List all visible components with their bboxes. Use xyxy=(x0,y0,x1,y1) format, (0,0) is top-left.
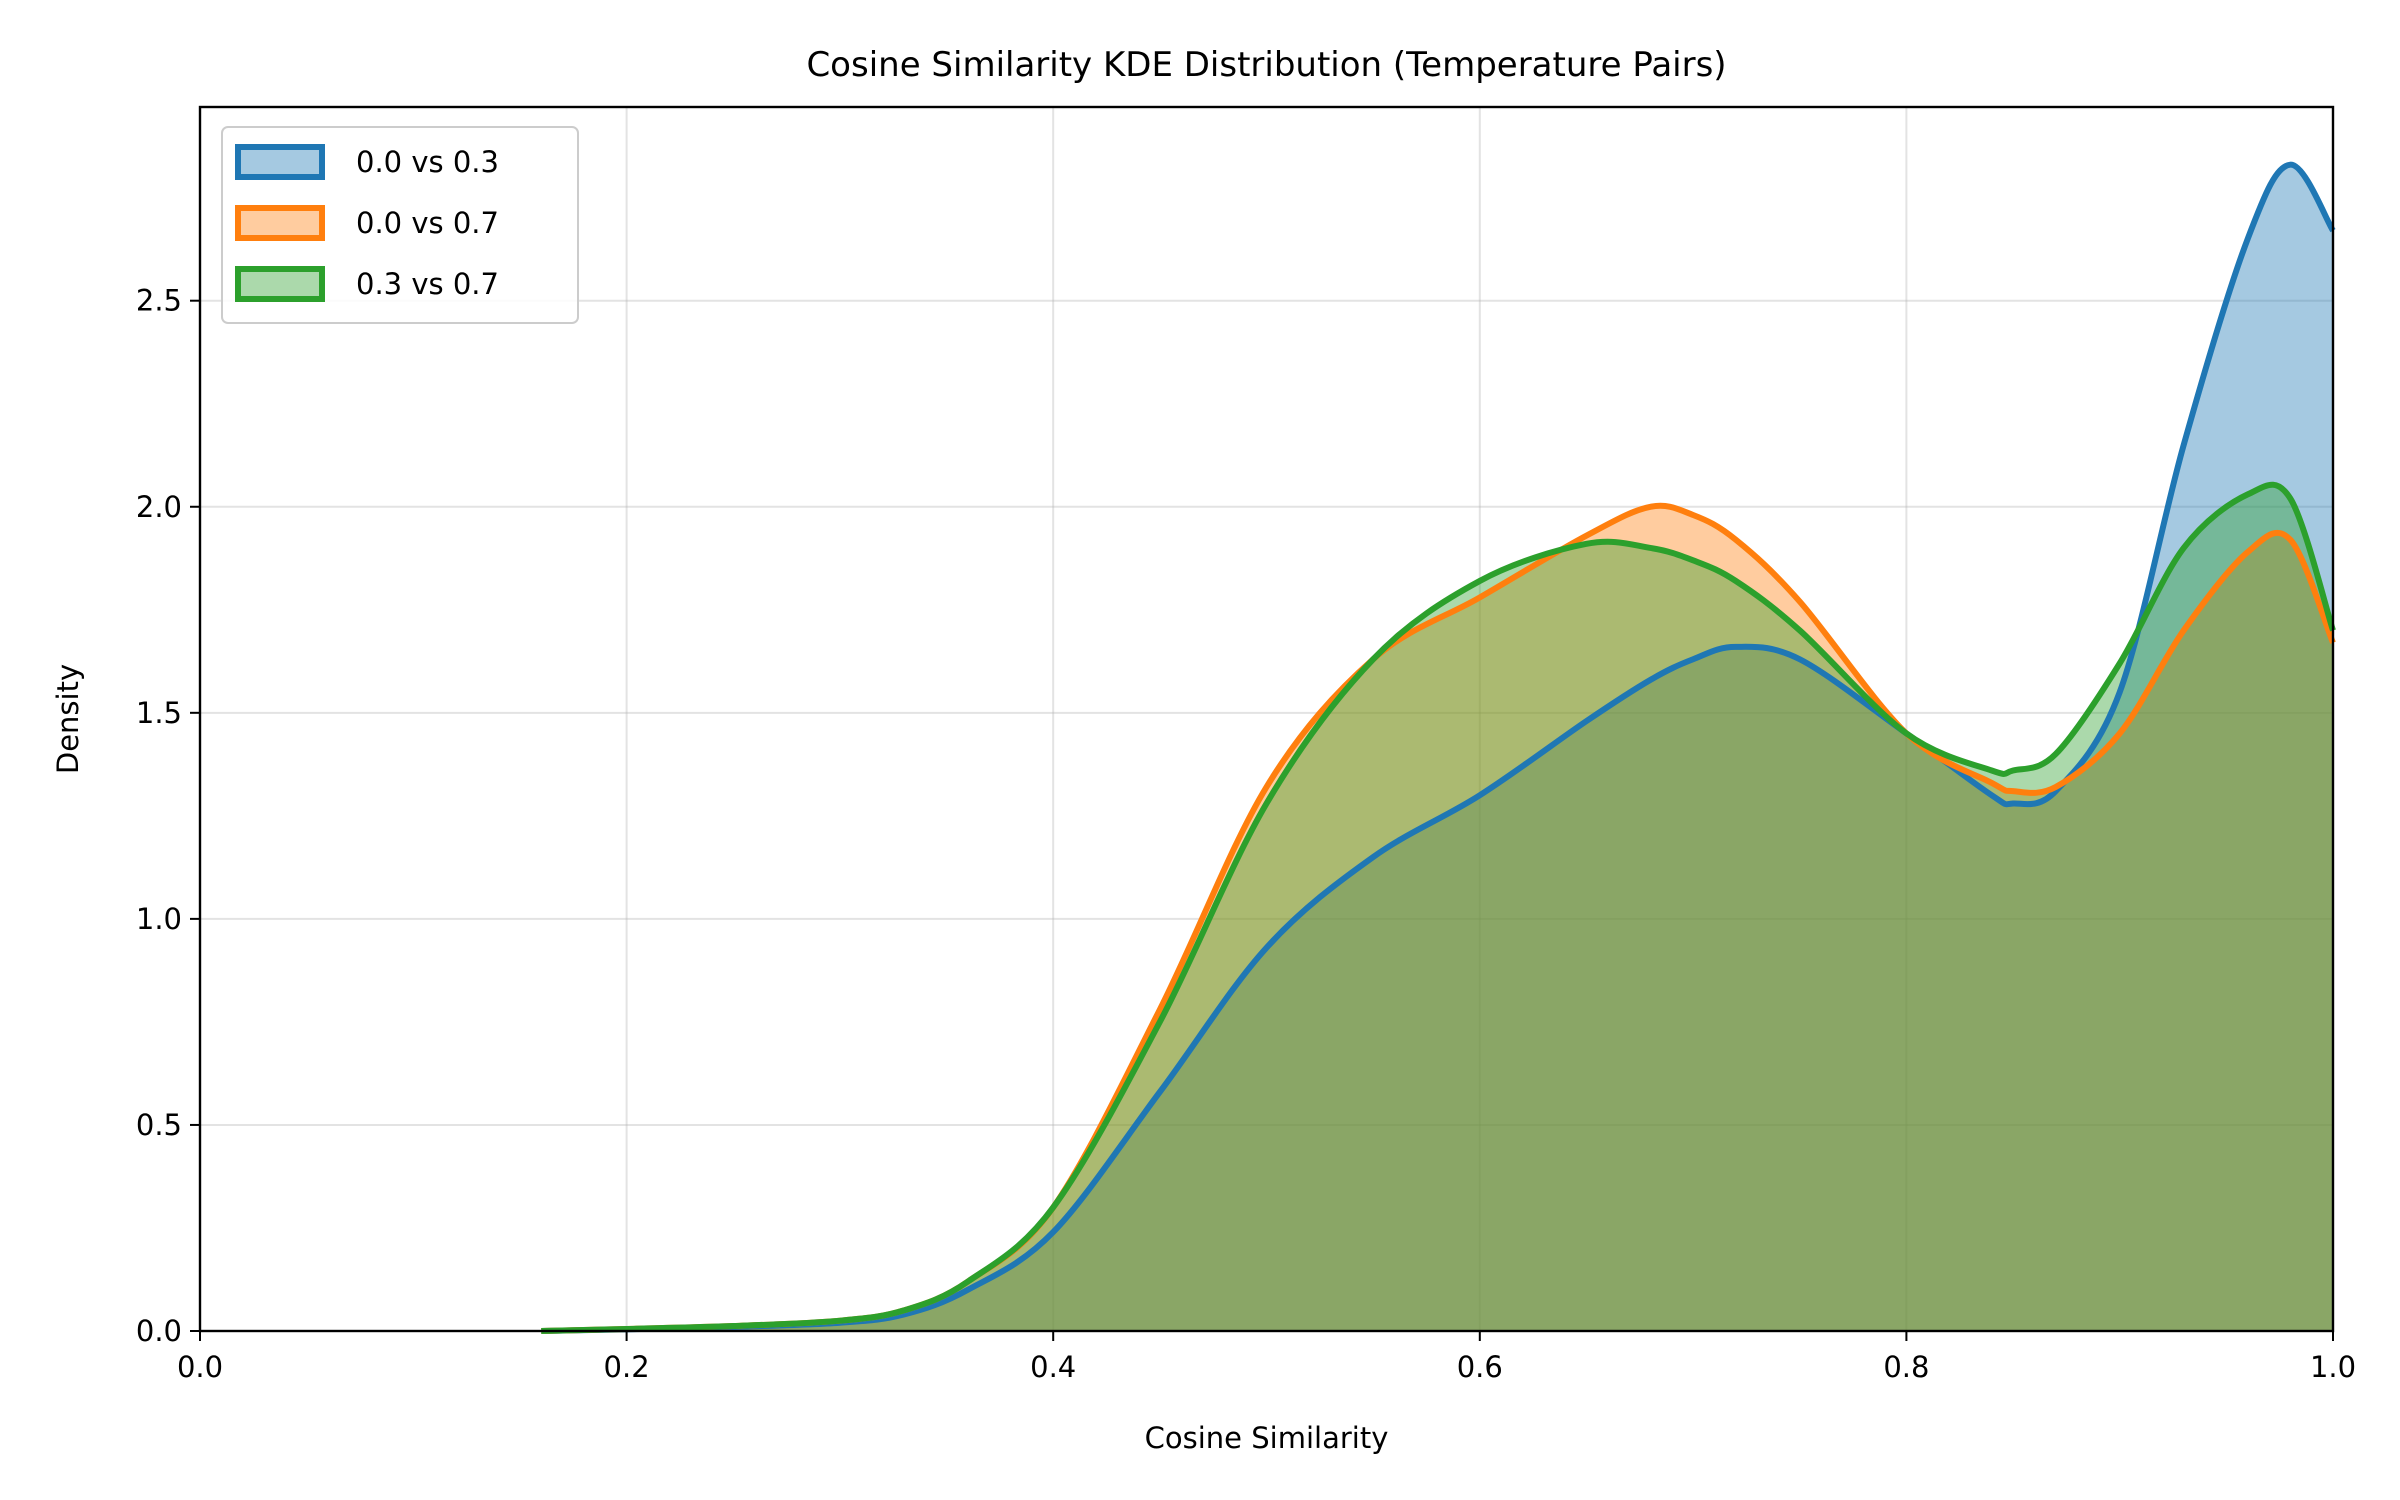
density-lines xyxy=(541,161,2336,1334)
chart-title: Cosine Similarity KDE Distribution (Temp… xyxy=(806,45,1726,85)
legend: 0.0 vs 0.3 0.0 vs 0.7 0.3 vs 0.7 xyxy=(221,126,579,324)
x-tick-label: 1.0 xyxy=(2310,1350,2356,1384)
plot-frame xyxy=(198,105,2335,1333)
x-tick-label: 0.0 xyxy=(177,1350,223,1384)
density-line-series-1 xyxy=(541,161,2336,1334)
y-axis-label: Density xyxy=(51,664,85,774)
y-tick-label: 2.5 xyxy=(136,284,182,318)
x-tick-label: 0.4 xyxy=(1030,1350,1076,1384)
legend-label-series-3: 0.3 vs 0.7 xyxy=(356,267,499,301)
density-line-series-3 xyxy=(541,481,2336,1334)
legend-swatch-series-2 xyxy=(235,205,325,241)
y-tick-label: 2.0 xyxy=(136,490,182,524)
x-tick-label: 0.2 xyxy=(604,1350,650,1384)
y-tick-label: 1.5 xyxy=(136,696,182,730)
axis-ticks: 0.0 0.2 0.4 0.6 0.8 1.0 0.0 0.5 1.0 1.5 2.0 2.5 xyxy=(136,284,2356,1384)
legend-label-series-1: 0.0 vs 0.3 xyxy=(356,145,499,179)
x-tick-label: 0.8 xyxy=(1883,1350,1929,1384)
density-area-series-1 xyxy=(541,164,2333,1332)
legend-swatch-series-1 xyxy=(235,144,325,180)
y-tick-label: 1.0 xyxy=(136,902,182,936)
density-area-series-3 xyxy=(541,484,2333,1331)
y-tick-label: 0.5 xyxy=(136,1108,182,1142)
x-tick-label: 0.6 xyxy=(1457,1350,1503,1384)
y-tick-label: 0.0 xyxy=(136,1314,182,1348)
legend-label-series-2: 0.0 vs 0.7 xyxy=(356,206,499,240)
x-axis-label: Cosine Similarity xyxy=(1145,1421,1389,1455)
legend-swatch-series-3 xyxy=(235,266,325,302)
